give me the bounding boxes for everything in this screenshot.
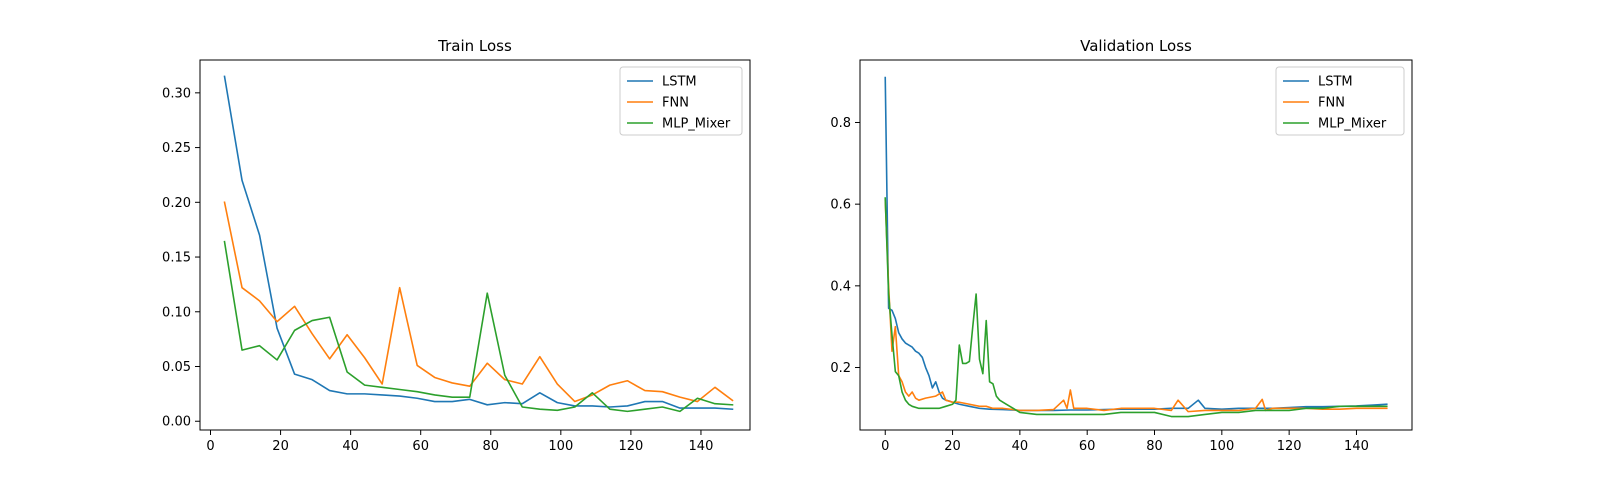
chart-title: Train Loss <box>437 37 512 55</box>
legend: LSTM FNN MLP_Mixer <box>619 66 743 136</box>
series-line-fnn <box>884 199 1388 413</box>
y-tick-label: 0.20 <box>162 196 191 211</box>
x-tick-label: 40 <box>1012 439 1029 454</box>
train-loss-chart: Train Loss 0 20 40 60 80 100 120 140 0.00 0.05 0.10… <box>162 37 751 454</box>
x-tick-label: 40 <box>342 439 359 454</box>
x-tick-label: 100 <box>548 439 573 454</box>
x-tick-label: 60 <box>412 439 429 454</box>
legend: LSTM FNN MLP_Mixer <box>1275 66 1405 136</box>
series-line-mlp-mixer <box>223 240 734 413</box>
y-tick-label: 0.15 <box>162 251 191 266</box>
x-tick-label: 140 <box>1344 439 1369 454</box>
series-lines <box>223 75 734 413</box>
series-line-fnn <box>223 201 734 403</box>
x-tick-label: 80 <box>1146 439 1163 454</box>
legend-label-mlp-mixer: MLP_Mixer <box>662 117 731 132</box>
x-tick-label: 100 <box>1209 439 1234 454</box>
x-tick-label: 20 <box>272 439 289 454</box>
series-line-mlp-mixer <box>884 197 1388 418</box>
legend-label-fnn: FNN <box>662 96 689 111</box>
y-tick-label: 0.00 <box>162 415 191 430</box>
y-tick-label: 0.2 <box>830 361 851 376</box>
x-tick-label: 140 <box>689 439 714 454</box>
y-tick-label: 0.30 <box>162 86 191 101</box>
legend-label-fnn: FNN <box>1318 96 1345 111</box>
x-tick-label: 0 <box>881 439 889 454</box>
y-tick-label: 0.8 <box>830 116 851 131</box>
y-tick-label: 0.25 <box>162 141 191 156</box>
series-line-lstm <box>223 75 734 411</box>
x-tick-label: 60 <box>1079 439 1096 454</box>
x-tick-label: 80 <box>482 439 499 454</box>
x-tick-label: 0 <box>206 439 214 454</box>
plot-frame <box>199 59 751 431</box>
x-tick-label: 120 <box>618 439 643 454</box>
series-lines <box>884 76 1388 418</box>
y-tick-label: 0.10 <box>162 305 191 320</box>
legend-box <box>619 66 743 136</box>
x-tick-label: 20 <box>944 439 961 454</box>
y-tick-label: 0.05 <box>162 360 191 375</box>
x-tick-label: 120 <box>1277 439 1302 454</box>
plot-frame <box>859 59 1413 431</box>
validation-loss-chart: Validation Loss 0 20 40 60 80 100 120 140 0.2 0.4 0… <box>830 37 1413 454</box>
legend-label-lstm: LSTM <box>662 75 697 90</box>
legend-box <box>1275 66 1405 136</box>
y-tick-label: 0.6 <box>830 198 851 213</box>
y-tick-label: 0.4 <box>830 279 851 294</box>
legend-label-mlp-mixer: MLP_Mixer <box>1318 117 1387 132</box>
legend-label-lstm: LSTM <box>1318 75 1353 90</box>
chart-title: Validation Loss <box>1080 37 1192 55</box>
